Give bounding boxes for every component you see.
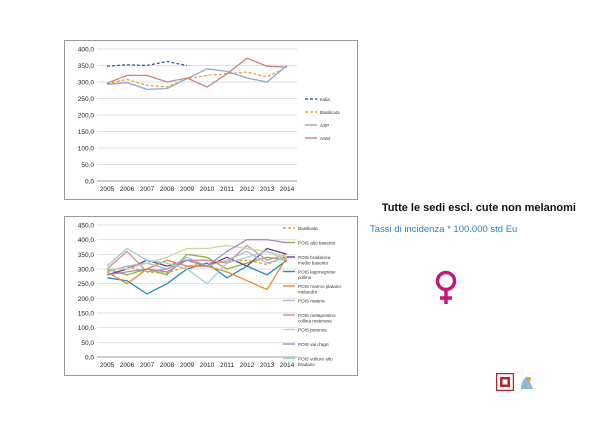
y-tick-label: 100,0: [78, 325, 95, 332]
series-line: [106, 253, 288, 276]
legend-label: POIS marmo platano melandro: [298, 284, 341, 295]
x-tick-label: 2007: [140, 362, 155, 369]
x-tick-label: 2012: [240, 362, 255, 369]
y-tick-label: 400,0: [78, 237, 95, 244]
institution-logo-icon: [496, 373, 514, 391]
y-tick-label: 150,0: [78, 311, 95, 318]
x-tick-label: 2014: [280, 186, 295, 193]
y-tick-label: 250,0: [78, 281, 95, 288]
legend-label: POIS lagonegrese pollino: [298, 270, 336, 281]
y-tick-label: 0,0: [85, 179, 94, 186]
series-line: [106, 60, 188, 67]
slide-subtitle: Tassi di incidenza * 100.000 std Eu: [370, 224, 518, 235]
x-tick-label: 2013: [260, 186, 275, 193]
series-line: [106, 64, 288, 90]
y-tick-label: 400,0: [78, 47, 95, 54]
series-line: [106, 250, 288, 273]
legend-label: POIS alto basento: [298, 241, 336, 246]
legend-label: Basilicata: [320, 110, 340, 115]
y-tick-label: 0,0: [85, 355, 94, 362]
legend-label: POIS metapontino collina materana: [298, 313, 336, 324]
legend-label: ASM: [320, 136, 330, 141]
x-tick-label: 2006: [120, 186, 135, 193]
female-symbol-icon: [435, 270, 457, 304]
x-tick-label: 2010: [200, 362, 215, 369]
series-line: [106, 255, 288, 275]
y-tick-label: 50,0: [81, 162, 94, 169]
y-tick-label: 100,0: [78, 146, 95, 153]
x-tick-label: 2009: [180, 362, 195, 369]
legend-label: POIS val d'agri: [298, 342, 329, 347]
x-tick-label: 2012: [240, 186, 255, 193]
series-line: [106, 244, 288, 273]
y-tick-label: 250,0: [78, 96, 95, 103]
x-tick-label: 2011: [220, 186, 234, 193]
x-tick-label: 2010: [200, 186, 215, 193]
series-line: [106, 239, 288, 276]
series-line: [106, 66, 288, 88]
chart-2-frame: 0,0 50,0 100,0 150,0 200,0 250,0 300,0 350,0 400…: [64, 216, 358, 376]
series-line: [107, 244, 288, 270]
x-tick-label: 2008: [160, 362, 175, 369]
x-tick-label: 2013: [260, 362, 275, 369]
legend-label: POIS potenza: [298, 328, 327, 333]
series-line: [106, 247, 288, 285]
slide-title: Tutte le sedi escl. cute non melanomi: [381, 202, 576, 214]
series-line: [106, 256, 288, 291]
y-tick-label: 200,0: [78, 113, 95, 120]
x-tick-label: 2009: [180, 186, 195, 193]
legend-label: Basilicata: [298, 226, 318, 231]
y-tick-label: 350,0: [78, 252, 95, 259]
series-line: [106, 57, 288, 88]
y-tick-label: 350,0: [78, 63, 95, 70]
x-tick-label: 2005: [100, 186, 115, 193]
legend-label: POIS matera: [298, 299, 325, 304]
x-tick-label: 2014: [280, 362, 295, 369]
legend-label: POIS vulture alto bradano: [298, 357, 333, 368]
legend-label: Italia: [320, 97, 330, 102]
chart-2: 0,0 50,0 100,0 150,0 200,0 250,0 300,0 350,0 400…: [78, 223, 342, 370]
y-tick-label: 300,0: [78, 80, 95, 87]
chart-1: 0,0 50,0 100,0 150,0 200,0 250,0 300,0 350,0 400…: [78, 47, 340, 194]
y-tick-label: 50,0: [81, 340, 94, 347]
x-tick-label: 2006: [120, 362, 135, 369]
registry-logo-icon: [521, 376, 533, 389]
y-tick-label: 150,0: [78, 129, 95, 136]
y-tick-label: 200,0: [78, 296, 95, 303]
y-tick-label: 300,0: [78, 267, 95, 274]
x-tick-label: 2005: [100, 362, 115, 369]
legend-label: POIS bradanica medio basento: [298, 255, 331, 266]
y-tick-label: 450,0: [78, 223, 95, 230]
legend-label: ASP: [320, 123, 329, 128]
x-tick-label: 2008: [160, 186, 175, 193]
chart-1-frame: 0,0 50,0 100,0 150,0 200,0 250,0 300,0 350,0 400…: [64, 40, 358, 200]
x-tick-label: 2007: [140, 186, 155, 193]
x-tick-label: 2011: [220, 362, 234, 369]
